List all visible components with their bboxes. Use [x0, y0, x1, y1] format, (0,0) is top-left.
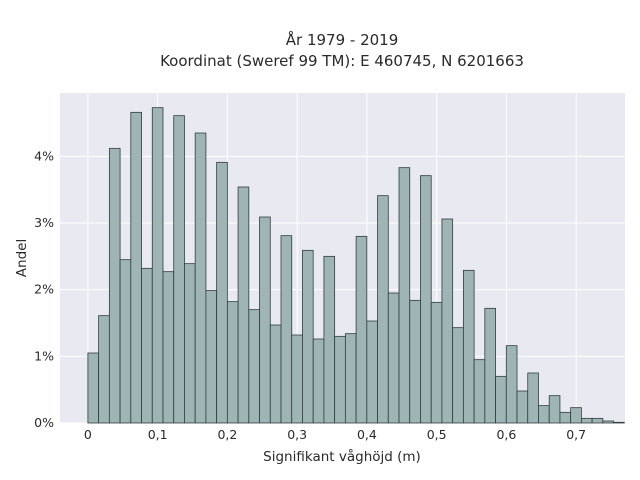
histogram-bar	[205, 289, 218, 424]
histogram-bar	[398, 167, 411, 424]
y-tick-label: 2%	[34, 282, 54, 297]
histogram-bar	[344, 333, 357, 424]
histogram-bar	[452, 327, 464, 424]
histogram-bar	[516, 390, 529, 424]
x-tick-label: 0,7	[566, 427, 586, 442]
histogram-bar	[269, 324, 282, 424]
histogram-bar	[248, 309, 260, 424]
histogram-bar	[441, 218, 454, 424]
histogram-bar	[580, 417, 593, 424]
histogram-bar	[87, 352, 100, 424]
x-tick-label: 0	[84, 427, 92, 442]
histogram-bar	[548, 395, 561, 424]
histogram-bar	[462, 269, 475, 424]
histogram-bar	[602, 420, 614, 424]
histogram-bar	[377, 195, 389, 424]
x-tick-label: 0,1	[148, 427, 168, 442]
x-tick-labels: 0 0,1 0,2 0,3 0,4 0,5 0,6 0,7	[84, 427, 586, 442]
x-tick-label: 0,5	[427, 427, 447, 442]
x-tick-label: 0,4	[357, 427, 377, 442]
y-tick-label: 4%	[34, 148, 54, 163]
x-tick-label: 0,6	[496, 427, 516, 442]
histogram-bar	[280, 235, 293, 424]
histogram-bar	[119, 259, 132, 424]
histogram-bar	[141, 267, 153, 424]
histogram-bar	[216, 161, 228, 424]
histogram-bar	[355, 235, 368, 424]
histogram-bar	[312, 338, 325, 424]
histogram-bar	[334, 335, 346, 424]
histogram-bar	[173, 115, 185, 424]
x-tick-label: 0,2	[217, 427, 237, 442]
histogram-bar	[151, 107, 164, 424]
histogram-bar	[237, 186, 250, 424]
histogram-bar	[291, 334, 303, 424]
bars	[87, 107, 625, 424]
histogram-bar	[473, 359, 486, 424]
histogram-bar	[559, 411, 572, 424]
histogram-bar	[591, 417, 604, 424]
y-tick-label: 1%	[34, 348, 54, 363]
histogram-bar	[162, 271, 175, 424]
histogram-bar	[538, 405, 550, 424]
histogram-bar	[420, 175, 432, 424]
x-tick-label: 0,3	[287, 427, 307, 442]
chart-subtitle: Koordinat (Sweref 99 TM): E 460745, N 62…	[160, 52, 524, 70]
histogram-bar	[130, 111, 142, 424]
histogram-bar	[495, 375, 507, 424]
histogram-bar	[323, 255, 336, 424]
y-tick-labels: 0% 1% 2% 3% 4%	[34, 148, 54, 430]
y-axis-label: Andel	[14, 239, 30, 277]
histogram-bar	[613, 421, 625, 424]
histogram-bar	[226, 301, 239, 424]
histogram-bar	[194, 132, 207, 424]
histogram-bar	[108, 147, 121, 424]
y-tick-label: 0%	[34, 415, 54, 430]
histogram-bar	[366, 320, 378, 424]
histogram-bar	[570, 407, 582, 424]
y-tick-label: 3%	[34, 215, 54, 230]
histogram-bar	[184, 263, 196, 424]
histogram-bar	[302, 249, 314, 424]
histogram-bar	[527, 372, 539, 424]
histogram-bar	[484, 307, 496, 424]
chart-title: År 1979 - 2019	[286, 30, 399, 49]
x-axis-label: Signifikant våghöjd (m)	[263, 448, 421, 465]
histogram-bar	[505, 345, 518, 424]
histogram-bar	[259, 216, 271, 424]
histogram-bar	[409, 299, 421, 424]
histogram-bar	[98, 315, 110, 424]
histogram-bar	[387, 292, 400, 424]
histogram-bar	[430, 301, 443, 424]
